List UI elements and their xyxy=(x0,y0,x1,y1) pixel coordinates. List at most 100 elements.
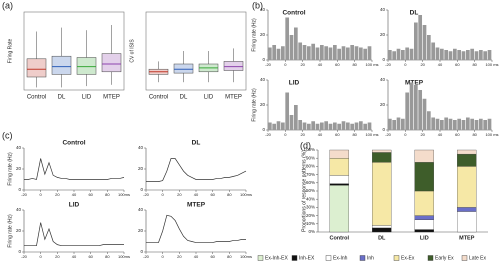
x-tick-label: 60 xyxy=(335,132,340,137)
histogram-bar xyxy=(392,51,397,60)
y-tick-label: 0 xyxy=(140,187,143,192)
histogram-bar xyxy=(435,47,440,60)
x-tick-label: 0 xyxy=(284,132,287,137)
histogram-bar xyxy=(418,90,423,130)
x-tick-label: 40 xyxy=(318,62,323,67)
histogram-bar xyxy=(466,117,470,130)
y-tick-label: 0 xyxy=(382,127,385,132)
bar-segment xyxy=(372,225,392,229)
histogram-bar xyxy=(289,35,294,60)
y-tick-label: 40 xyxy=(260,77,266,82)
y-tick-label: 0 xyxy=(382,57,385,62)
x-tick-label: 80 xyxy=(105,254,110,259)
x-tick-label: 80 xyxy=(227,192,232,197)
y-tick-label: 20 xyxy=(16,166,22,171)
histogram-bar xyxy=(453,48,457,60)
x-tick-label: 60 xyxy=(88,192,93,197)
histogram-bar xyxy=(333,45,337,60)
histogram-bar xyxy=(285,17,290,60)
line xyxy=(24,158,125,180)
histogram-bar xyxy=(431,42,436,60)
histogram-bar xyxy=(354,46,359,60)
y-tick-label: 0 xyxy=(18,249,21,254)
legend-swatch xyxy=(257,255,264,261)
bar-segment xyxy=(372,152,392,163)
chart-title: MTEP xyxy=(187,202,206,209)
chart-title: LID xyxy=(289,80,300,87)
x-tick-label: 40 xyxy=(72,192,77,197)
histogram-bar xyxy=(337,48,342,60)
x-tick-label: 60 xyxy=(210,192,215,197)
histogram-bar xyxy=(453,120,457,130)
histogram-bar xyxy=(281,46,285,60)
histogram-bar xyxy=(341,121,346,130)
line xyxy=(146,214,246,243)
histogram-bar xyxy=(289,115,294,130)
y-tick-label: 60% xyxy=(306,180,315,185)
x-tick-label: 20 xyxy=(177,192,182,197)
bar-segment xyxy=(414,229,434,233)
x-tick-label: 100 ms xyxy=(485,132,498,137)
y-tick-label: 20% xyxy=(306,213,315,218)
histogram-bar xyxy=(346,47,350,60)
x-tick-label: 40 xyxy=(72,254,77,259)
y-tick-label: 40 xyxy=(16,207,22,212)
y-tick-label: 0 xyxy=(18,187,21,192)
histogram-bar xyxy=(474,51,479,60)
y-axis-label: Firing rate (Hz) xyxy=(7,214,13,248)
histogram-bar xyxy=(276,121,281,130)
legend-label: Inh xyxy=(367,255,374,261)
y-axis-label: Proportions of response patterns (%) xyxy=(301,150,307,232)
panel-label: (a) xyxy=(2,0,13,10)
x-tick-label: 100 ms xyxy=(365,62,378,67)
histogram-bar xyxy=(470,118,475,130)
panel-label: (d) xyxy=(300,140,311,150)
bar-segment xyxy=(457,207,477,212)
y-axis-label: Firing rate (Hz) xyxy=(251,18,257,52)
y-tick-label: 30% xyxy=(306,205,315,210)
histogram-bar xyxy=(268,47,272,60)
histogram-bar xyxy=(440,120,444,130)
box xyxy=(101,53,122,73)
x-tick-label: 80 xyxy=(227,254,232,259)
x-tick-label: 100ms xyxy=(118,254,130,259)
histogram-bar xyxy=(272,123,277,130)
x-tick-label: 40 xyxy=(194,254,199,259)
x-tick-label: -20 xyxy=(21,254,28,259)
x-tick-label: LID xyxy=(420,235,429,241)
histogram-bar xyxy=(272,45,277,60)
x-tick-label: 80 xyxy=(352,132,357,137)
x-tick-label: Control xyxy=(329,235,349,241)
panel-label: (c) xyxy=(2,130,13,140)
legend-swatch xyxy=(291,255,298,261)
legend-label: Early Ex xyxy=(435,255,454,261)
x-tick-label: 40 xyxy=(438,132,443,137)
x-tick-label: 60 xyxy=(210,254,215,259)
x-tick-label: 80 xyxy=(105,192,110,197)
y-tick-label: 20 xyxy=(380,32,386,37)
histogram-bar xyxy=(367,122,372,130)
histogram-bar xyxy=(359,47,363,60)
histogram-bar xyxy=(461,120,466,130)
histogram-bar xyxy=(350,123,355,130)
y-axis-label: Firing rate (Hz) xyxy=(7,152,13,186)
x-tick-label: 20 xyxy=(177,254,182,259)
histogram-bar xyxy=(388,50,392,60)
bar-segment xyxy=(372,227,392,233)
x-tick-label: 100ms xyxy=(118,192,130,197)
x-tick-label: 40 xyxy=(194,192,199,197)
histogram-bar xyxy=(435,118,440,130)
bar-segment xyxy=(457,149,477,155)
histogram-bar xyxy=(320,122,324,130)
x-tick-label: 100ms xyxy=(240,254,252,259)
y-tick-label: 0 xyxy=(262,127,265,132)
y-tick-label: 0 xyxy=(262,57,265,62)
x-tick-label: 0 xyxy=(404,132,407,137)
y-tick-label: 40 xyxy=(260,7,266,12)
y-tick-label: 40 xyxy=(138,207,144,212)
x-tick-label: 0 xyxy=(284,62,287,67)
histogram-bar xyxy=(298,120,303,130)
histogram-bar xyxy=(457,50,462,60)
histogram-bar xyxy=(324,121,329,130)
